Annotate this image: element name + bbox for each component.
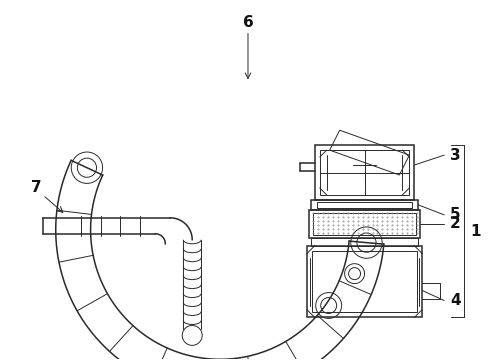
Bar	[313, 213, 416, 235]
Bar	[311, 238, 418, 246]
Bar	[311, 200, 418, 210]
Bar	[307, 246, 422, 318]
Text: 5: 5	[450, 207, 461, 222]
Bar	[312, 251, 417, 312]
Bar	[317, 202, 413, 208]
Text: 4: 4	[450, 293, 461, 308]
Text: 3: 3	[450, 148, 461, 163]
Text: 6: 6	[243, 15, 253, 30]
Text: 7: 7	[31, 180, 42, 195]
Text: 1: 1	[470, 224, 480, 239]
Text: 2: 2	[450, 216, 461, 231]
Bar	[319, 150, 409, 195]
Bar	[315, 145, 415, 200]
Bar	[309, 210, 420, 238]
